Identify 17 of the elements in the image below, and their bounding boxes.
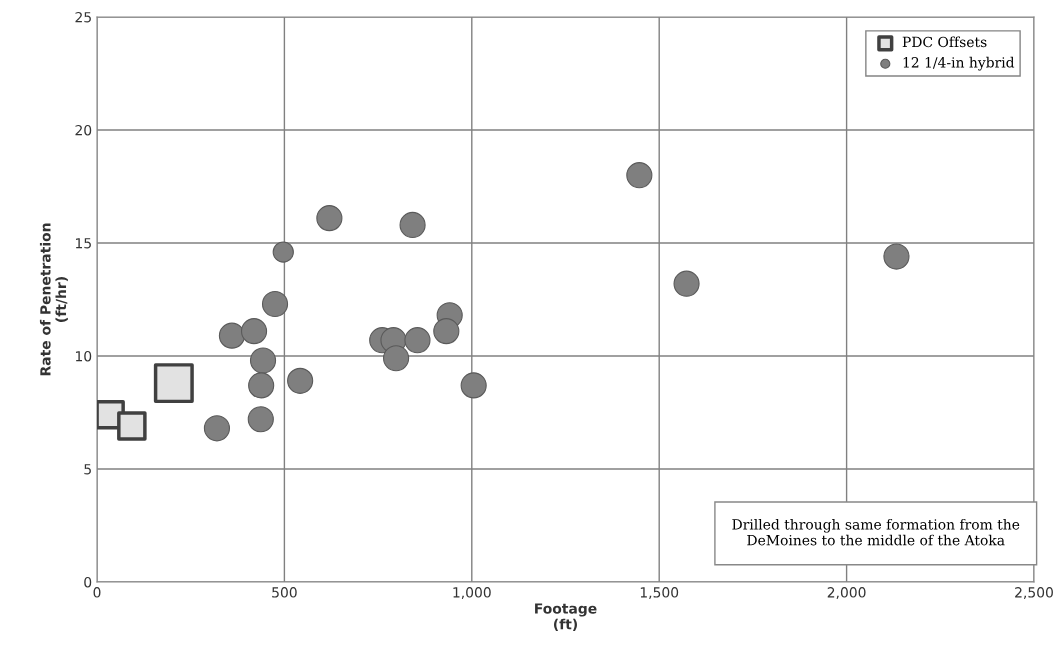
x-tick-label: 0 (93, 587, 101, 598)
y-tick-label: 10 (75, 350, 92, 362)
x-tick-label: 500 (272, 587, 297, 598)
x-tick-label: 2,000 (827, 587, 866, 600)
legend-label: 12 1/4-in hybrid (903, 56, 1015, 71)
y-axis-title: Rate of Penetration (ft/hr) (39, 223, 68, 376)
y-tick-label: 15 (75, 238, 91, 249)
legend-label: PDC Offsets (902, 36, 987, 48)
x-tick-label: 1,500 (640, 587, 679, 600)
x-tick-label: 2,500 (1015, 587, 1053, 600)
y-tick-label: 5 (84, 464, 91, 475)
y-tick-label: 0 (84, 576, 92, 588)
x-tick-label: 1,000 (453, 587, 491, 600)
x-axis-title: Footage (ft) (535, 603, 597, 632)
annotation: Drilled through same formation from the DeMoines to the middle of the Atoka (732, 518, 1020, 546)
y-tick-label: 25 (75, 11, 91, 23)
y-tick-label: 20 (75, 124, 92, 136)
